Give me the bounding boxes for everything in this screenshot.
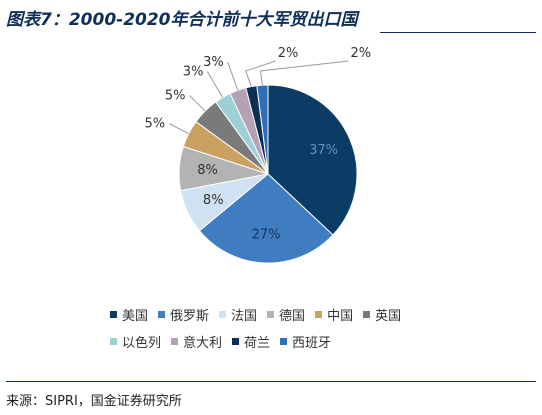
leader-line-8 — [227, 61, 239, 91]
legend-label: 俄罗斯 — [170, 309, 210, 324]
slice-label-7: 3% — [183, 65, 204, 80]
legend-label: 英国 — [375, 309, 402, 324]
pie-slice-1 — [267, 84, 358, 236]
legend-item-5: 中国 — [315, 306, 354, 324]
legend-label: 意大利 — [183, 336, 223, 351]
data-labels: 37% 27% 8% 8% 5%5% 3%3% 2% 2% — [144, 46, 371, 242]
legend-item-6: 英国 — [363, 306, 402, 324]
title-row: 图表7：2000-2020年合计前十大军贸出口国 — [0, 0, 542, 34]
legend-item-3: 法国 — [219, 306, 258, 324]
legend-item-7: 以色列 — [110, 333, 162, 351]
slice-label-6: 5% — [165, 89, 186, 104]
title-divider — [380, 32, 536, 33]
slice-label-3: 8% — [203, 193, 224, 208]
leader-line-10 — [259, 60, 349, 86]
slice-label-4: 8% — [197, 163, 218, 178]
legend-swatch — [158, 311, 166, 318]
pie-chart: 37% 27% 8% 8% 5%5% 3%3% 2% 2% — [144, 46, 371, 264]
legend-item-4: 德国 — [267, 306, 306, 324]
leader-line-6 — [189, 95, 206, 112]
legend-label: 法国 — [231, 309, 258, 324]
slice-label-9: 2% — [278, 46, 299, 61]
leader-line-7 — [206, 71, 224, 98]
legend-label: 以色列 — [122, 336, 162, 351]
legend-label: 德国 — [279, 309, 306, 324]
source-note: 来源：SIPRI，国金证券研究所 — [6, 394, 182, 409]
pie-slices — [178, 84, 358, 264]
slice-label-8: 3% — [203, 55, 224, 70]
legend-swatch — [232, 338, 240, 345]
legend-item-8: 意大利 — [171, 333, 223, 351]
pie-slice-2 — [198, 173, 334, 264]
leader-line-9 — [245, 60, 276, 87]
legend-label: 荷兰 — [244, 336, 271, 351]
legend-item-10: 西班牙 — [280, 333, 332, 351]
legend-swatch — [219, 311, 227, 318]
legend-swatch — [280, 338, 288, 345]
leader-lines — [168, 60, 349, 135]
legend-swatch — [110, 311, 117, 318]
legend-item-9: 荷兰 — [232, 333, 271, 351]
legend-swatch — [315, 311, 323, 318]
slice-label-5: 5% — [144, 117, 165, 132]
slice-label-10: 2% — [351, 46, 372, 61]
legend-swatch — [171, 338, 179, 345]
slice-label-2: 27% — [252, 227, 281, 242]
slice-label-1: 37% — [309, 143, 338, 158]
legend-swatch — [363, 311, 371, 318]
legend-label: 中国 — [327, 309, 354, 324]
legend-item-2: 俄罗斯 — [158, 306, 210, 324]
legend-item-1: 美国 — [110, 306, 149, 324]
legend-swatch — [110, 338, 117, 345]
leader-line-5 — [168, 123, 189, 135]
footer-divider — [6, 381, 536, 382]
legend-swatch — [267, 311, 275, 318]
page-title: 图表7：2000-2020年合计前十大军贸出口国 — [6, 10, 358, 30]
chart-legend: 美国 俄罗斯 法国 德国 中国 英国以色列 意大利 荷兰 西班牙 — [110, 306, 440, 351]
legend-label: 美国 — [122, 309, 149, 324]
legend-label: 西班牙 — [292, 336, 332, 351]
